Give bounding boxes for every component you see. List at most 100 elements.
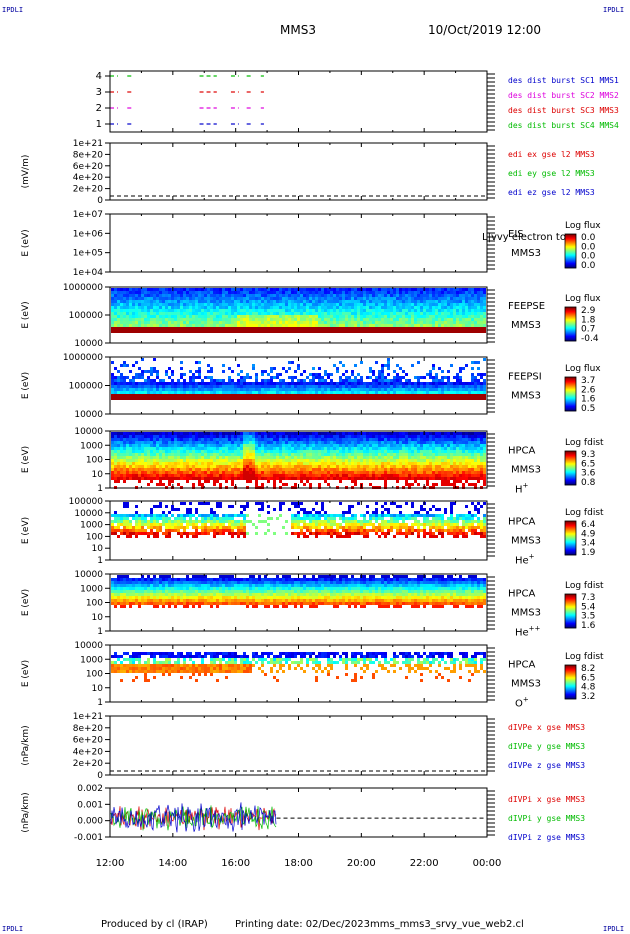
hpca-hplus-colorbar-tick: 3.6 [581, 469, 596, 479]
burst-availability-legend-entry: des dist burst SC3 MMS3 [508, 106, 619, 115]
eis-electron-overlay-text: L|vvy electron to [482, 232, 566, 243]
hpca-heplusplus-species: He++ [515, 625, 541, 639]
feeps-ion-spectrogram [111, 358, 486, 400]
hpca-hplus-colorbar-title: Log fdist [565, 438, 604, 448]
hpca-heplusplus-instrument: HPCA [508, 589, 536, 600]
feeps-ion-ytick-label: 10000 [74, 410, 103, 420]
hpca-heplus-colorbar-tick: 4.9 [581, 529, 596, 539]
feeps-ion-instrument: FEEPSI [508, 372, 542, 383]
electron-pressure-divergence-right-minor-ticks [487, 718, 495, 772]
electron-pressure-divergence-ytick-label: 8e+20 [73, 724, 104, 734]
feeps-electron-spectrogram [111, 288, 486, 333]
corner-label-bottom-left: IPDLI [2, 925, 24, 933]
spacecraft-title: MMS3 [280, 23, 316, 37]
feeps-electron-ylabel: E (eV) [21, 301, 31, 328]
feeps-ion-colorbar-title: Log flux [565, 364, 601, 374]
feeps-ion-ytick-label: 100000 [69, 382, 104, 392]
feeps-ion-colorbar-tick: 1.6 [581, 395, 596, 405]
hpca-heplusplus-spectrogram [111, 575, 486, 608]
hpca-heplus-instrument-sc: MMS3 [511, 536, 541, 547]
hpca-heplusplus-ytick-label: 100 [86, 599, 103, 609]
edi-electric-field-legend-entry: edi ex gse l2 MMS3 [508, 150, 595, 159]
hpca-heplusplus-colorbar-tick: 7.3 [581, 593, 595, 603]
feeps-ion-instrument-sc: MMS3 [511, 391, 541, 402]
eis-electron-colorbar-tick: 0.0 [581, 252, 596, 262]
burst-availability-ytick-label: 2 [96, 103, 102, 114]
hpca-heplusplus-colorbar [564, 593, 577, 629]
hpca-heplus-ytick-label: 100000 [69, 497, 104, 507]
ion-pressure-divergence-series-1 [110, 805, 277, 831]
ion-pressure-divergence-right-minor-ticks [487, 790, 495, 836]
ion-pressure-divergence-ylabel: (nPa/km) [21, 792, 31, 832]
hpca-oplus-instrument: HPCA [508, 660, 536, 671]
hpca-oplus-species-charge: + [523, 696, 529, 704]
hpca-heplus-ytick-label: 10 [92, 544, 104, 554]
hpca-hplus-instrument: HPCA [508, 446, 536, 457]
eis-electron-colorbar-title: Log flux [565, 221, 601, 231]
hpca-oplus-colorbar-tick: 3.2 [581, 692, 595, 702]
eis-electron-ytick-label: 1e+05 [73, 249, 103, 259]
feeps-ion-colorbar-tick: 3.7 [581, 376, 595, 386]
hpca-hplus-spectrogram [111, 432, 486, 489]
hpca-oplus-spectrogram [111, 652, 486, 682]
edi-electric-field-ytick-label: 2e+20 [73, 185, 104, 195]
feeps-electron-ytick-label: 1000000 [63, 283, 103, 293]
eis-electron-ylabel: E (eV) [21, 229, 31, 256]
feeps-electron-colorbar-tick: 1.8 [581, 315, 596, 325]
hpca-heplus-colorbar-tick: 1.9 [581, 548, 596, 558]
feeps-electron-colorbar [564, 306, 577, 342]
edi-electric-field-ylabel: (mV/m) [21, 155, 31, 189]
hpca-hplus-ytick-label: 100 [86, 456, 103, 466]
electron-pressure-divergence-legend-entry: dIVPe x gse MMS3 [508, 723, 585, 732]
corner-label-top-left: IPDLI [2, 6, 24, 14]
hpca-heplusplus-colorbar-tick: 1.6 [581, 621, 596, 631]
hpca-heplusplus-ytick-label: 10 [92, 613, 104, 623]
ion-pressure-divergence-series-2 [110, 802, 277, 833]
hpca-heplus-ytick-label: 1 [97, 556, 103, 566]
electron-pressure-divergence-ytick-label: 6e+20 [73, 736, 104, 746]
eis-electron-colorbar-tick: 0.0 [581, 242, 596, 252]
hpca-heplus-species-charge: + [529, 553, 535, 561]
xaxis-tick-label: 14:00 [158, 858, 187, 869]
eis-electron-colorbar-tick: 0.0 [581, 233, 596, 243]
feeps-ion-ytick-label: 1000000 [63, 353, 103, 363]
hpca-heplusplus-right-minor-ticks [487, 576, 495, 630]
hpca-oplus-right-minor-ticks [487, 647, 495, 701]
hpca-heplus-instrument: HPCA [508, 517, 536, 528]
burst-availability-legend-entry: des dist burst SC1 MMS1 [508, 76, 619, 85]
hpca-hplus-species-charge: + [523, 482, 529, 490]
edi-electric-field-legend-entry: edi ey gse l2 MMS3 [508, 169, 595, 178]
feeps-electron-colorbar-tick: -0.4 [581, 334, 599, 344]
hpca-oplus-colorbar-tick: 4.8 [581, 683, 596, 693]
feeps-electron-instrument: FEEPSE [508, 301, 545, 312]
hpca-heplusplus-instrument-sc: MMS3 [511, 608, 541, 619]
edi-electric-field-ytick-label: 4e+20 [73, 173, 104, 183]
electron-pressure-divergence-ytick-label: 0 [97, 771, 103, 781]
burst-availability-right-minor-ticks [487, 73, 495, 131]
hpca-oplus-colorbar [564, 664, 577, 700]
hpca-heplusplus-ylabel: E (eV) [21, 589, 31, 616]
edi-electric-field-ytick-label: 0 [97, 196, 103, 206]
feeps-electron-right-minor-ticks [487, 289, 495, 343]
eis-electron-colorbar-tick: 0.0 [581, 261, 596, 271]
hpca-hplus-ylabel: E (eV) [21, 446, 31, 473]
hpca-oplus-colorbar-title: Log fdist [565, 652, 604, 662]
feeps-electron-colorbar-tick: 2.9 [581, 306, 596, 316]
eis-electron-ytick-label: 1e+04 [73, 268, 104, 278]
footer-printing-date: Printing date: 02/Dec/2023 [235, 919, 371, 930]
feeps-ion-colorbar [564, 376, 577, 412]
hpca-heplusplus-colorbar-tick: 5.4 [581, 602, 596, 612]
ion-pressure-divergence-series-0 [110, 806, 277, 831]
edi-electric-field-legend-entry: edi ez gse l2 MMS3 [508, 188, 595, 197]
datetime-title: 10/Oct/2019 12:00 [428, 23, 542, 37]
feeps-electron-ytick-label: 100000 [69, 311, 104, 321]
hpca-oplus-instrument-sc: MMS3 [511, 679, 541, 690]
burst-availability-ytick-label: 1 [96, 119, 102, 130]
hpca-oplus-species: O+ [515, 696, 529, 710]
hpca-hplus-ytick-label: 1 [97, 484, 103, 494]
hpca-heplusplus-ytick-label: 1 [97, 627, 103, 637]
xaxis-tick-label: 16:00 [221, 858, 250, 869]
hpca-hplus-colorbar-tick: 0.8 [581, 478, 596, 488]
feeps-ion-colorbar-tick: 2.6 [581, 385, 596, 395]
